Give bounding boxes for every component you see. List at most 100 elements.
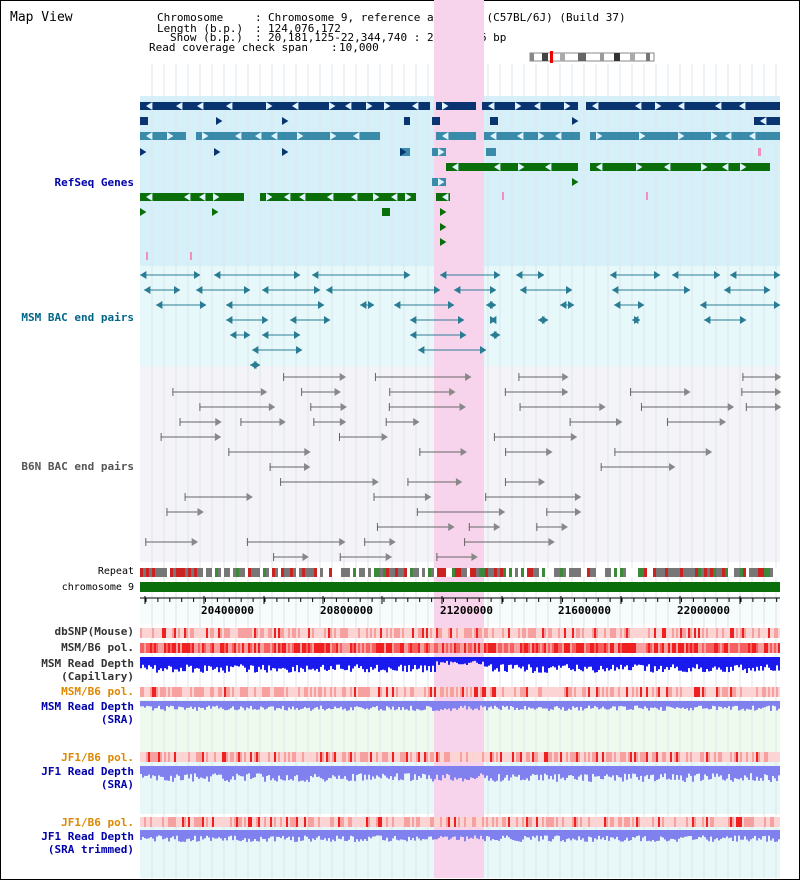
msm-b6-pol-heat-cell bbox=[566, 643, 568, 653]
msm-b6-pol-sra-heat-cell bbox=[408, 687, 410, 697]
msm-b6-pol-heat-cell bbox=[368, 643, 370, 653]
jf1-b6-pol-heat-cell bbox=[568, 752, 570, 762]
jf1-depth-trimmed-bar bbox=[306, 830, 308, 837]
jf1-b6-pol-heat-cell bbox=[498, 752, 500, 762]
jf1-depth-sra-bar bbox=[764, 766, 766, 775]
jf1-b6-pol-trimmed-heat-cell bbox=[772, 817, 774, 827]
jf1-depth-trimmed-bar bbox=[528, 830, 530, 838]
msm-depth-capillary-bar bbox=[718, 657, 720, 668]
jf1-b6-pol-trimmed-heat-cell bbox=[572, 817, 574, 827]
msm-b6-pol-sra-heat-cell bbox=[438, 687, 440, 697]
jf1-depth-sra-bar bbox=[664, 766, 666, 774]
msm-depth-sra-bar bbox=[558, 701, 560, 708]
msm-b6-pol-sra-heat-cell bbox=[540, 687, 542, 697]
jf1-depth-trimmed-bar bbox=[448, 830, 450, 840]
msm-b6-pol-sra-heat-cell bbox=[538, 687, 540, 697]
msm-b6-pol-sra-heat-cell bbox=[456, 687, 458, 697]
jf1-b6-pol-heat-cell bbox=[570, 752, 572, 762]
jf1-b6-pol-trimmed-heat-cell bbox=[748, 817, 750, 827]
repeat-block bbox=[542, 568, 545, 577]
dbsnp-heat-cell bbox=[688, 628, 690, 638]
ideogram-band bbox=[560, 53, 565, 61]
dbsnp-heat-cell bbox=[174, 628, 176, 638]
gene-strand-arrow bbox=[292, 102, 299, 110]
jf1-b6-pol-trimmed-heat-cell bbox=[584, 817, 586, 827]
msm-b6-pol-heat-cell bbox=[448, 643, 450, 653]
dbsnp-heat-cell bbox=[500, 628, 502, 638]
msm-depth-capillary-bar bbox=[632, 657, 634, 667]
msm-b6-pol-heat-cell bbox=[344, 643, 346, 653]
msm-depth-capillary-bar bbox=[538, 657, 540, 673]
msm-b6-pol-heat-cell bbox=[356, 643, 358, 653]
jf1-depth-sra-bar bbox=[768, 766, 770, 780]
bac-end-arrow bbox=[548, 538, 555, 546]
ideogram-band bbox=[614, 53, 620, 61]
bac-end-arrow bbox=[566, 286, 573, 294]
bac-end-arrow bbox=[490, 316, 497, 324]
jf1-b6-pol-trimmed-heat-cell bbox=[348, 817, 350, 827]
jf1-depth-trimmed-bar bbox=[284, 830, 286, 840]
jf1-b6-pol-heat-cell bbox=[614, 752, 616, 762]
repeat-block bbox=[173, 568, 176, 577]
dbsnp-heat-cell bbox=[588, 628, 590, 638]
dbsnp-heat-cell bbox=[684, 628, 686, 638]
msm-b6-pol-sra-heat-cell bbox=[228, 687, 230, 697]
msm-depth-sra-bar bbox=[542, 701, 544, 709]
gene-marker bbox=[502, 192, 504, 200]
jf1-depth-sra-bar bbox=[290, 766, 292, 780]
msm-b6-pol-sra-heat-cell bbox=[452, 687, 454, 697]
msm-depth-capillary-bar bbox=[422, 657, 424, 673]
dbsnp-heat-cell bbox=[214, 628, 216, 638]
msm-depth-sra-bar bbox=[410, 701, 412, 706]
jf1-depth-sra-bar bbox=[750, 766, 752, 774]
jf1-b6-pol-trimmed-heat-cell bbox=[734, 817, 736, 827]
msm-depth-capillary-bar bbox=[548, 657, 550, 669]
msm-b6-pol-sra-heat-cell bbox=[746, 687, 748, 697]
msm-depth-sra-bar bbox=[602, 701, 604, 707]
msm-depth-sra-bar bbox=[338, 701, 340, 709]
jf1-depth-sra-bar bbox=[346, 766, 348, 780]
jf1-b6-pol-heat-cell bbox=[476, 752, 478, 762]
dbsnp-heat-cell bbox=[582, 628, 584, 638]
msm-depth-capillary-bar bbox=[464, 657, 466, 664]
jf1-b6-pol-heat-cell bbox=[278, 752, 280, 762]
jf1-depth-trimmed-bar bbox=[332, 830, 334, 840]
dbsnp-heat-cell bbox=[636, 628, 638, 638]
jf1-b6-pol-heat-cell bbox=[160, 752, 162, 762]
repeat-block bbox=[539, 568, 542, 577]
gene-strand-arrow bbox=[678, 102, 685, 110]
msm-depth-capillary-bar bbox=[698, 657, 700, 670]
jf1-b6-pol-trimmed-heat-cell bbox=[266, 817, 268, 827]
repeat-block bbox=[437, 568, 440, 577]
jf1-depth-sra-bar bbox=[688, 766, 690, 774]
msm-b6-pol-sra-heat-cell bbox=[776, 687, 778, 697]
dbsnp-heat-cell bbox=[230, 628, 232, 638]
msm-b6-pol-heat-cell bbox=[628, 643, 630, 653]
jf1-depth-sra-bar bbox=[550, 766, 552, 776]
bac-end-arrow bbox=[200, 301, 207, 309]
jf1-b6-pol-heat-cell bbox=[778, 752, 780, 762]
dbsnp-heat-cell bbox=[664, 628, 666, 638]
jf1-depth-sra-bar bbox=[600, 766, 602, 779]
jf1-depth-sra-bar bbox=[706, 766, 708, 777]
msm-b6-pol-sra-heat-cell bbox=[354, 687, 356, 697]
msm-b6-pol-heat-cell bbox=[386, 643, 388, 653]
msm-b6-pol-sra-heat-cell bbox=[584, 687, 586, 697]
msm-depth-capillary-bar bbox=[274, 657, 276, 669]
jf1-depth-sra-bar bbox=[652, 766, 654, 775]
bac-end-tick bbox=[485, 493, 487, 501]
jf1-b6-pol-trimmed-heat-cell bbox=[516, 817, 518, 827]
jf1-b6-pol-trimmed-heat-cell bbox=[746, 817, 748, 827]
dbsnp-heat-cell bbox=[348, 628, 350, 638]
jf1-b6-pol-heat-cell bbox=[600, 752, 602, 762]
track-label-msm-b6-pol-sra: MSM/B6 pol. bbox=[61, 685, 134, 698]
msm-depth-sra-bar bbox=[336, 701, 338, 709]
jf1-b6-pol-trimmed-heat-cell bbox=[302, 817, 304, 827]
jf1-b6-pol-heat-cell bbox=[310, 752, 312, 762]
msm-b6-pol-heat-cell bbox=[654, 643, 656, 653]
msm-depth-capillary-bar bbox=[608, 657, 610, 671]
jf1-b6-pol-heat-cell bbox=[406, 752, 408, 762]
jf1-depth-trimmed-bar bbox=[754, 830, 756, 836]
bac-end-tick bbox=[199, 403, 201, 411]
